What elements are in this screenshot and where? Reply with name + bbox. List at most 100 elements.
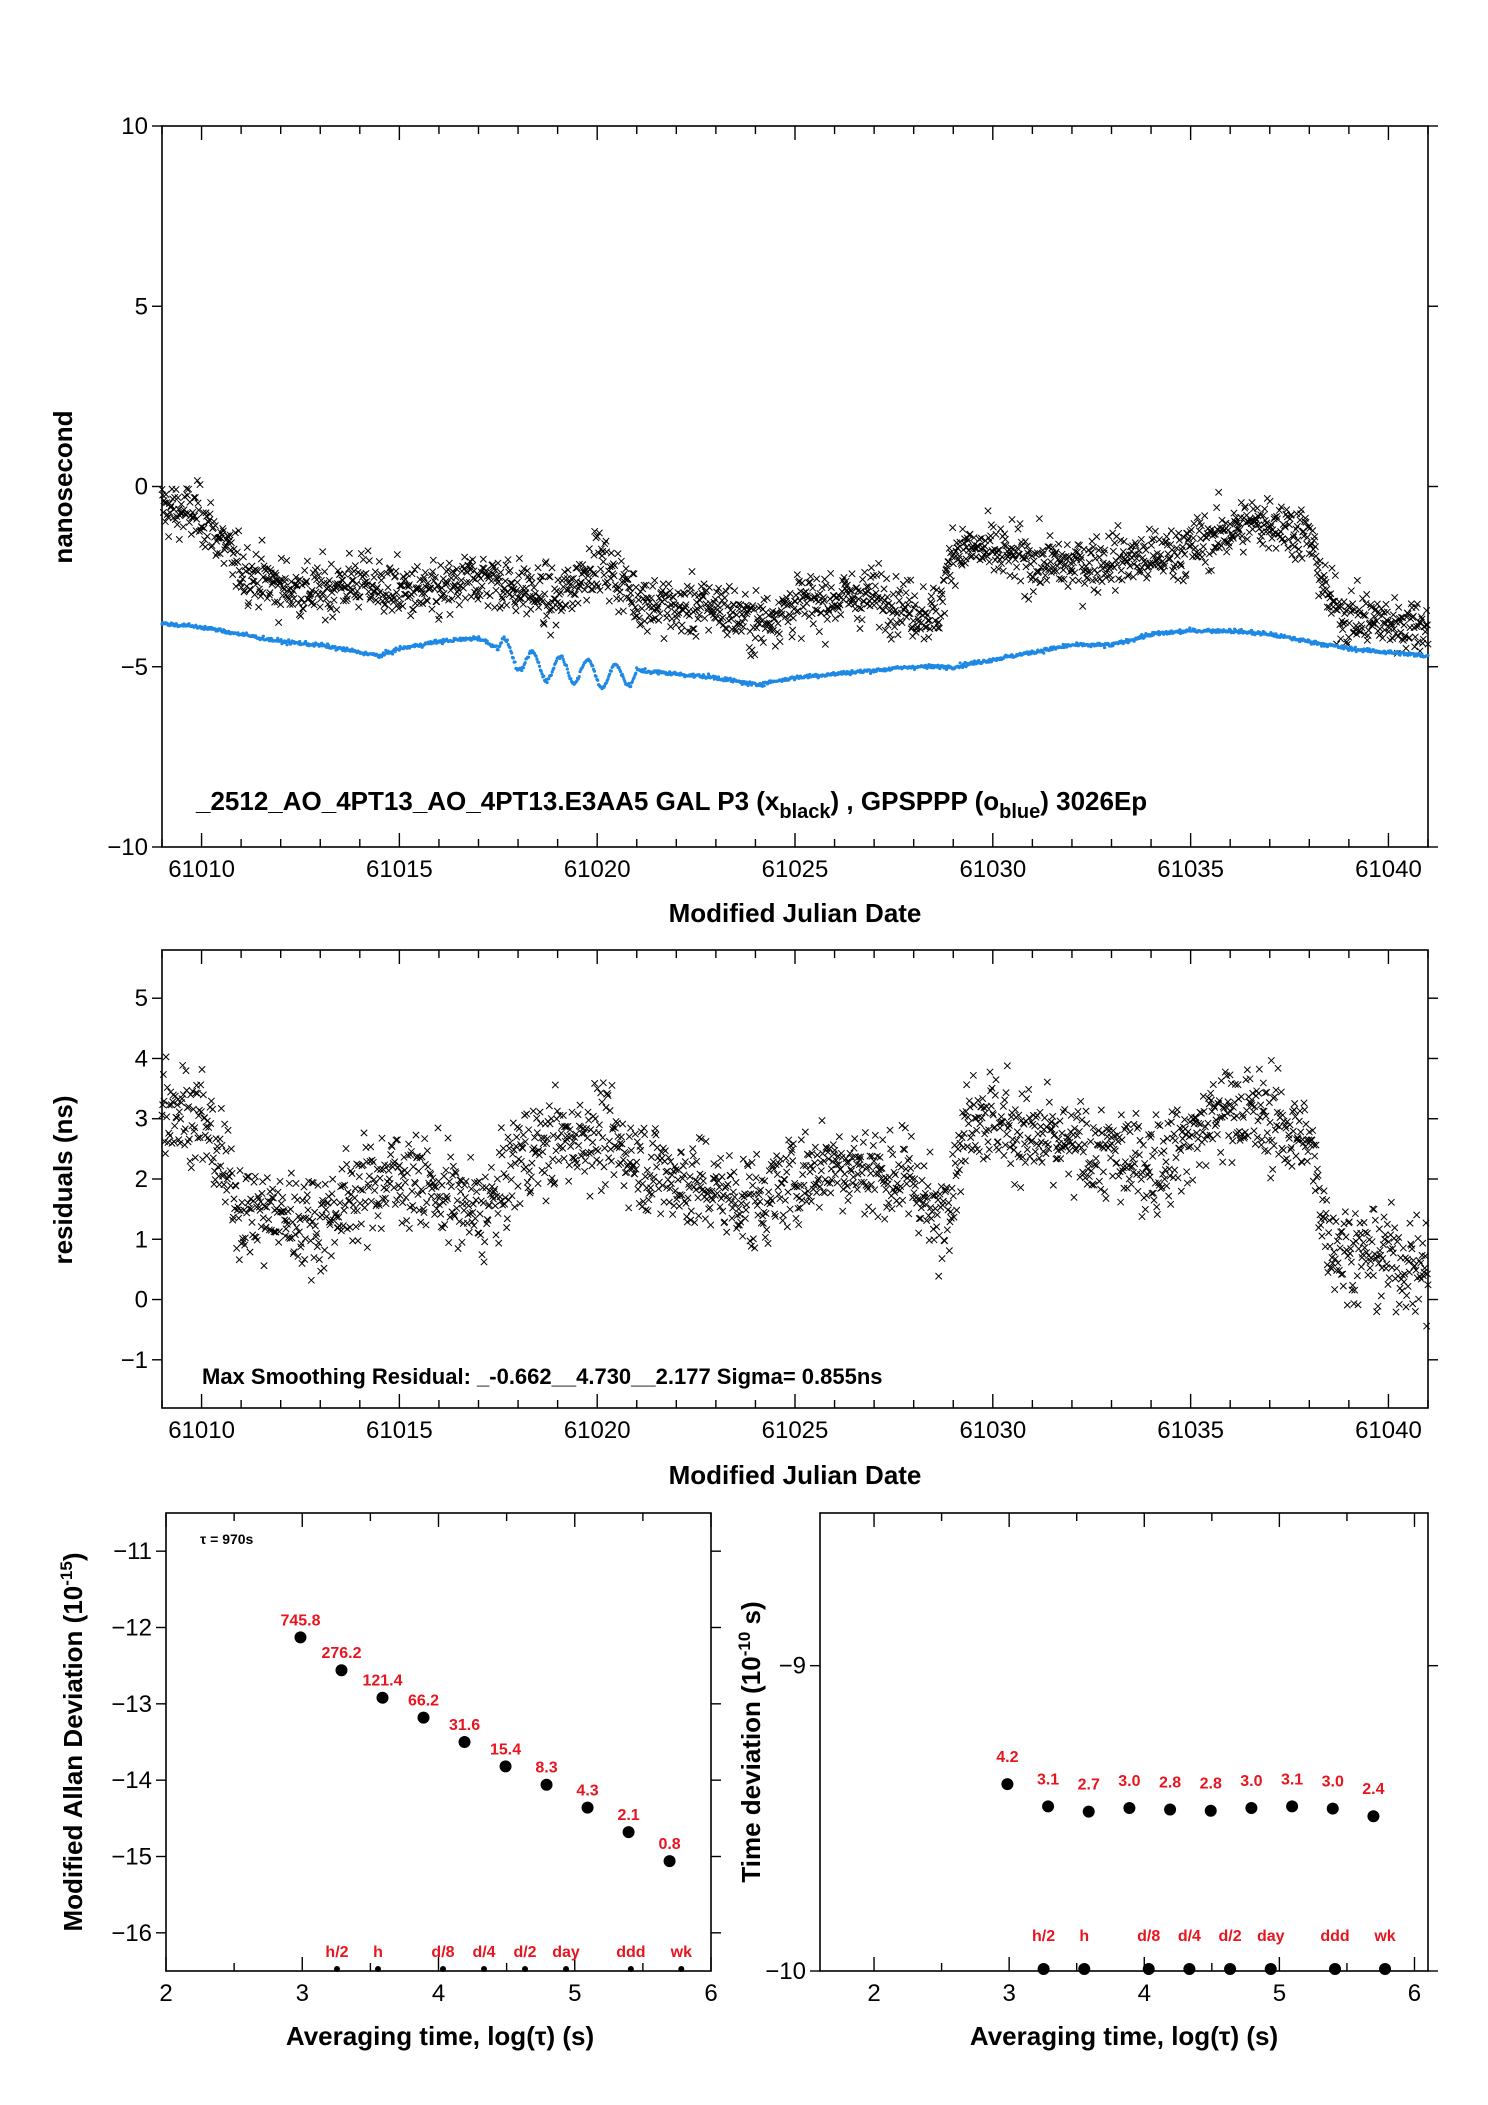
data-point xyxy=(396,1191,404,1199)
data-point xyxy=(1315,592,1323,600)
data-point xyxy=(581,1167,589,1175)
data-point xyxy=(1137,535,1145,543)
data-point xyxy=(311,1222,319,1230)
data-point xyxy=(480,1258,488,1266)
data-point xyxy=(557,588,565,596)
data-point xyxy=(723,1228,731,1236)
data-point xyxy=(449,1162,457,1170)
data-point xyxy=(846,586,854,594)
data-point xyxy=(197,1081,205,1089)
data-point xyxy=(728,1214,736,1222)
data-point xyxy=(299,1214,307,1222)
data-point xyxy=(602,537,610,545)
data-point xyxy=(602,1103,610,1112)
data-point xyxy=(357,1186,365,1194)
data-point xyxy=(1339,619,1347,627)
data-point xyxy=(506,566,514,574)
data-point xyxy=(391,1158,399,1166)
data-point xyxy=(1036,1108,1044,1116)
data-point xyxy=(549,1155,557,1163)
data-point xyxy=(995,565,1003,573)
data-point xyxy=(579,561,587,569)
data-point xyxy=(1138,564,1146,572)
data-point xyxy=(585,1149,593,1157)
data-point xyxy=(856,1156,864,1164)
data-point xyxy=(871,1131,879,1139)
data-point xyxy=(915,1214,923,1223)
data-point xyxy=(801,610,809,618)
data-point xyxy=(1000,1151,1008,1160)
data-point xyxy=(710,1160,718,1168)
data-point xyxy=(1016,520,1024,528)
data-point xyxy=(608,1081,616,1089)
data-point xyxy=(439,1224,447,1232)
data-point xyxy=(1396,618,1404,626)
data-point xyxy=(645,1196,653,1204)
data-point xyxy=(562,660,566,664)
y-axis-label: nanosecond xyxy=(48,410,78,563)
data-point xyxy=(501,1194,509,1202)
data-point xyxy=(900,1172,908,1180)
data-point xyxy=(577,674,581,679)
data-point xyxy=(741,614,749,622)
data-point xyxy=(828,1176,836,1184)
data-point xyxy=(702,1137,710,1145)
data-point xyxy=(1030,557,1038,565)
data-point xyxy=(826,1179,834,1187)
data-point xyxy=(533,1114,541,1122)
data-point xyxy=(858,616,866,624)
data-point xyxy=(646,598,654,606)
data-point xyxy=(631,1130,639,1138)
data-point xyxy=(748,1158,756,1167)
data-point xyxy=(382,1200,390,1208)
data-point xyxy=(842,577,850,585)
data-point xyxy=(542,558,550,566)
data-point xyxy=(850,1144,858,1152)
data-point xyxy=(813,575,821,583)
data-point xyxy=(958,561,966,569)
data-point xyxy=(353,1207,361,1215)
data-point xyxy=(969,1071,977,1079)
data-point xyxy=(749,1181,757,1189)
data-point xyxy=(187,1164,195,1172)
data-point xyxy=(548,1174,556,1182)
data-point xyxy=(211,521,219,530)
data-point xyxy=(1035,515,1043,523)
data-point xyxy=(920,635,928,643)
data-point xyxy=(1367,603,1375,611)
gpsppp-series xyxy=(160,621,1430,691)
data-point xyxy=(228,559,236,567)
data-point xyxy=(327,560,335,568)
data-point xyxy=(1144,570,1152,578)
data-point xyxy=(1117,566,1125,575)
data-point xyxy=(1010,552,1018,560)
data-point xyxy=(434,581,442,590)
data-point xyxy=(1356,609,1364,617)
data-point xyxy=(1339,625,1347,633)
data-point xyxy=(477,1231,485,1239)
data-point xyxy=(651,1124,659,1133)
data-point xyxy=(651,576,659,585)
data-point xyxy=(869,1141,877,1150)
data-point xyxy=(565,1177,573,1185)
data-point xyxy=(556,1111,564,1119)
data-point xyxy=(1001,1096,1009,1104)
data-point xyxy=(682,1199,690,1207)
data-point xyxy=(463,578,471,586)
data-point xyxy=(542,1197,550,1205)
data-point xyxy=(502,561,510,569)
data-point xyxy=(721,1184,729,1192)
data-point xyxy=(771,614,779,623)
data-point xyxy=(625,583,633,592)
data-point xyxy=(209,1105,217,1113)
data-point xyxy=(451,1168,459,1176)
data-point xyxy=(1111,539,1119,547)
data-point xyxy=(1161,562,1169,570)
data-point xyxy=(1097,544,1105,552)
x-tick-label: 61010 xyxy=(168,1417,235,1444)
data-point xyxy=(177,1115,185,1123)
data-point xyxy=(285,1179,293,1187)
data-point xyxy=(531,590,539,598)
data-point xyxy=(447,1153,455,1161)
data-point xyxy=(1047,1126,1055,1134)
